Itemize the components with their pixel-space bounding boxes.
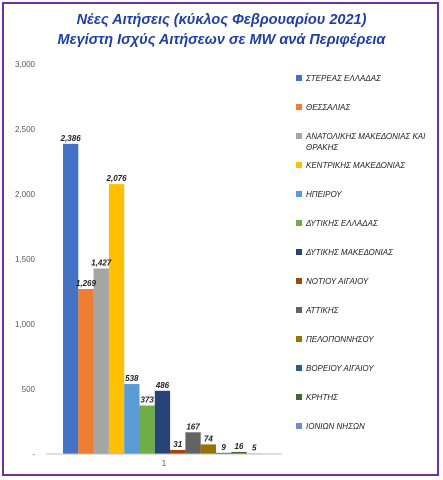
bar bbox=[124, 384, 140, 454]
legend-label: ΑΤΤΙΚΗΣ bbox=[305, 306, 340, 315]
bar bbox=[170, 449, 186, 454]
data-label: 167 bbox=[186, 422, 200, 431]
legend-swatch bbox=[296, 336, 302, 342]
y-tick-label: 2,000 bbox=[15, 190, 36, 199]
bar bbox=[139, 405, 155, 454]
legend-label: ΣΤΕΡΕΑΣ ΕΛΛΑΔΑΣ bbox=[305, 74, 382, 83]
y-tick-label: 1,500 bbox=[15, 255, 36, 264]
data-label: 74 bbox=[204, 434, 213, 443]
legend-swatch bbox=[296, 191, 302, 197]
bar bbox=[200, 444, 216, 454]
y-tick-label: 2,500 bbox=[15, 125, 36, 134]
legend-swatch bbox=[296, 104, 302, 110]
legend-label: ΚΕΝΤΡΙΚΗΣ ΜΑΚΕΔΟΝΙΑΣ bbox=[306, 161, 406, 170]
legend-label: ΘΕΣΣΑΛΙΑΣ bbox=[306, 103, 351, 112]
legend-swatch bbox=[296, 162, 302, 168]
legend: ΣΤΕΡΕΑΣ ΕΛΛΑΔΑΣ ΘΕΣΣΑΛΙΑΣ ΑΝΑΤΟΛΙΚΗΣ ΜΑΚΕΔ… bbox=[296, 74, 426, 431]
legend-label: ΚΡΗΤΗΣ bbox=[306, 393, 339, 402]
legend-label: ΔΥΤΙΚΗΣ ΕΛΛΑΔΑΣ bbox=[305, 219, 379, 228]
bar bbox=[154, 390, 171, 454]
legend-label: ΔΥΤΙΚΗΣ ΜΑΚΕΔΟΝΙΑΣ bbox=[305, 248, 394, 257]
y-tick-label: 3,000 bbox=[15, 60, 36, 69]
legend-swatch bbox=[296, 249, 302, 255]
data-label: 373 bbox=[140, 396, 154, 405]
legend-label: ΠΕΛΟΠΟΝΝΗΣΟΥ bbox=[306, 335, 374, 344]
legend-label: ΗΠΕΙΡΟΥ bbox=[306, 190, 342, 199]
legend-label: ΑΝΑΤΟΛΙΚΗΣ ΜΑΚΕΔΟΝΙΑΣ ΚΑΙ ΘΡΑΚΗΣ bbox=[305, 132, 426, 152]
data-label: 31 bbox=[173, 440, 182, 449]
legend-label: ΝΟΤΙΟΥ ΑΙΓΑΙΟΥ bbox=[306, 277, 369, 286]
bar bbox=[216, 452, 232, 454]
chart-subtitle: Μεγίστη Ισχύς Αιτήσεων σε MW ανά Περιφέρ… bbox=[57, 32, 386, 48]
data-label: 2,386 bbox=[60, 134, 82, 143]
legend-swatch bbox=[296, 278, 302, 284]
data-label: 486 bbox=[155, 381, 170, 390]
bar bbox=[231, 451, 247, 454]
legend-label: ΙΟΝΙΩΝ ΝΗΣΩΝ bbox=[306, 422, 365, 431]
y-tick-label: - bbox=[32, 450, 35, 459]
legend-swatch bbox=[296, 133, 302, 139]
data-label: 538 bbox=[125, 374, 139, 383]
legend-swatch bbox=[296, 307, 302, 313]
y-axis: - 500 1,000 1,500 2,000 2,500 3,000 bbox=[15, 60, 36, 459]
bar bbox=[93, 268, 109, 454]
data-label: 9 bbox=[221, 443, 226, 452]
legend-swatch bbox=[296, 75, 302, 81]
x-axis: 1 bbox=[46, 453, 282, 468]
legend-swatch bbox=[296, 220, 302, 226]
y-tick-label: 1,000 bbox=[15, 320, 36, 329]
bar bbox=[63, 143, 79, 454]
legend-swatch bbox=[296, 365, 302, 371]
legend-swatch bbox=[296, 423, 302, 429]
chart-title: Νέες Αιτήσεις (κύκλος Φεβρουαρίου 2021) bbox=[76, 12, 367, 28]
bar bbox=[78, 289, 94, 454]
bar bbox=[185, 432, 201, 454]
x-tick-label: 1 bbox=[162, 459, 167, 468]
bar bbox=[108, 184, 125, 454]
data-label: 16 bbox=[234, 442, 243, 451]
data-label: 1,269 bbox=[76, 279, 97, 288]
data-label: 1,427 bbox=[91, 258, 112, 267]
data-label: 2,076 bbox=[106, 174, 128, 183]
legend-label: ΒΟΡΕΙΟΥ ΑΙΓΑΙΟΥ bbox=[306, 364, 374, 373]
bars bbox=[63, 143, 262, 454]
data-label: 5 bbox=[252, 443, 257, 452]
legend-swatch bbox=[296, 394, 302, 400]
y-tick-label: 500 bbox=[22, 385, 36, 394]
